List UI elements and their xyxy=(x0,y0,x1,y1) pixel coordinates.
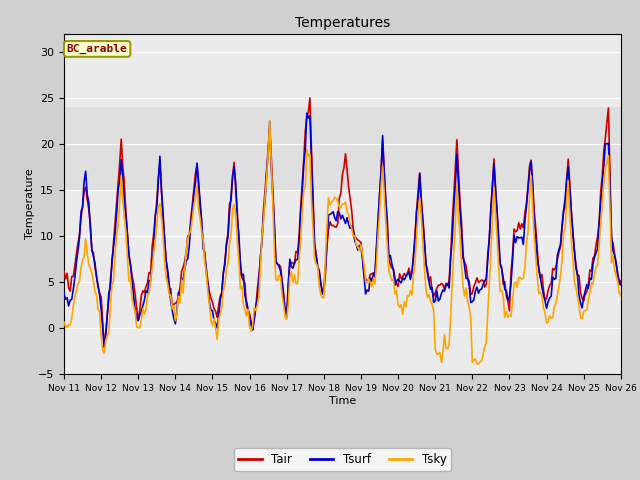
Line: Tair: Tair xyxy=(64,98,621,347)
Tair xyxy=(165,290,173,296)
Tsurf xyxy=(303,110,310,116)
Tsky xyxy=(76,278,83,284)
Tsurf xyxy=(552,276,559,281)
Line: Tsky: Tsky xyxy=(64,120,621,364)
Tair xyxy=(412,230,419,236)
Legend: Tair, Tsurf, Tsky: Tair, Tsurf, Tsky xyxy=(234,448,451,471)
Tsky xyxy=(60,319,68,325)
Tair xyxy=(60,269,68,275)
Line: Tsurf: Tsurf xyxy=(64,113,621,348)
Tsky xyxy=(379,163,387,169)
Tair xyxy=(399,274,406,280)
Y-axis label: Temperature: Temperature xyxy=(25,168,35,240)
Tsurf xyxy=(76,235,83,240)
Tsky xyxy=(410,271,417,277)
Tsky xyxy=(164,281,172,287)
Tsurf xyxy=(100,345,108,350)
Title: Temperatures: Temperatures xyxy=(295,16,390,30)
X-axis label: Time: Time xyxy=(329,396,356,406)
Tsky xyxy=(266,118,273,123)
Tsurf xyxy=(380,169,388,175)
Tsurf xyxy=(165,281,173,287)
Bar xyxy=(64,108,621,190)
Tair xyxy=(306,95,314,101)
Tair xyxy=(617,278,625,284)
Tsky xyxy=(552,300,559,306)
Tsurf xyxy=(60,290,68,296)
Tsurf xyxy=(399,275,406,281)
Tsky xyxy=(475,361,483,367)
Tsky xyxy=(617,293,625,299)
Text: BC_arable: BC_arable xyxy=(67,44,127,54)
Tair xyxy=(552,264,559,270)
Tair xyxy=(380,168,388,174)
Tair xyxy=(100,344,108,349)
Tsurf xyxy=(412,237,419,243)
Tair xyxy=(76,232,83,238)
Tsky xyxy=(397,302,405,308)
Tsurf xyxy=(617,282,625,288)
